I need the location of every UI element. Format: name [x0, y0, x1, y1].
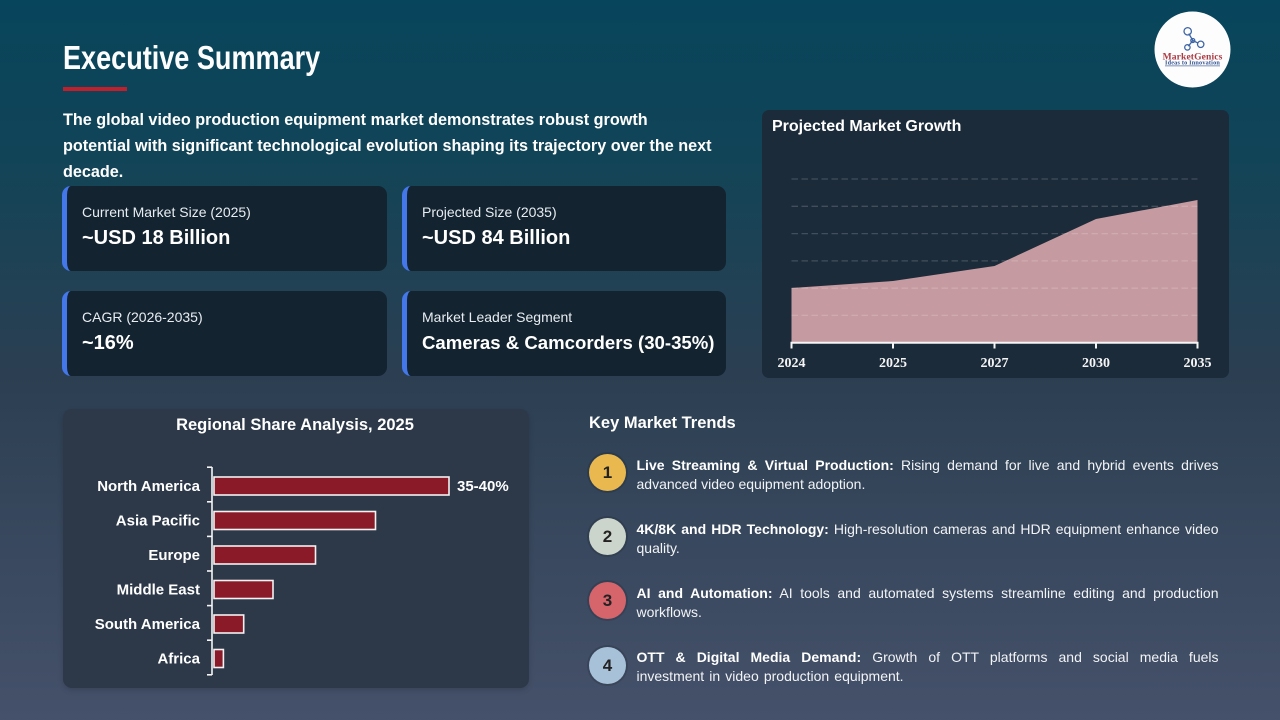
svg-text:2027: 2027: [981, 356, 1009, 371]
svg-text:North America: North America: [97, 478, 200, 495]
svg-text:2025: 2025: [879, 356, 907, 371]
svg-text:Ideas to Innovation: Ideas to Innovation: [1165, 60, 1220, 67]
svg-text:South America: South America: [95, 616, 201, 633]
svg-text:2030: 2030: [1082, 356, 1110, 371]
svg-text:Europe: Europe: [148, 547, 200, 564]
svg-text:MarketGenics: MarketGenics: [1163, 52, 1223, 63]
svg-text:Asia Pacific: Asia Pacific: [116, 513, 200, 530]
svg-text:2035: 2035: [1184, 356, 1212, 371]
svg-text:Regional Share Analysis, 2025: Regional Share Analysis, 2025: [176, 416, 414, 434]
svg-text:Middle East: Middle East: [117, 582, 200, 599]
svg-text:2024: 2024: [778, 356, 806, 371]
svg-text:Africa: Africa: [157, 651, 200, 668]
svg-text:35-40%: 35-40%: [457, 478, 509, 495]
